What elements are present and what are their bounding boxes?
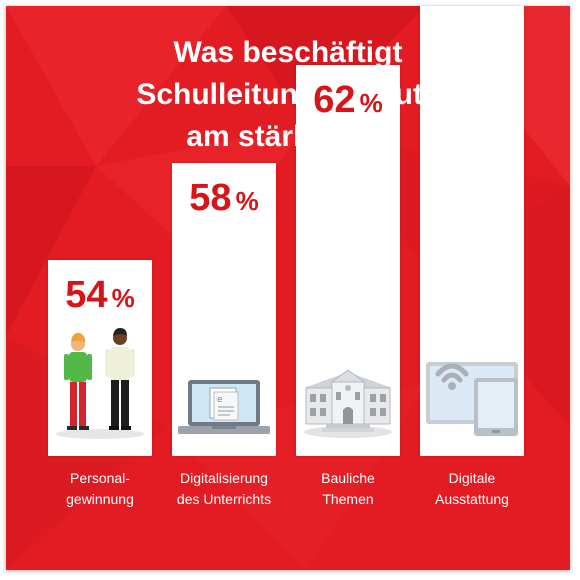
school-building-icon — [304, 369, 392, 438]
category-label-line: Themen — [322, 491, 374, 507]
bar-personalgewinnung: 54% — [48, 260, 152, 456]
value-label: 58% — [189, 176, 259, 219]
value-label: 54% — [65, 274, 135, 317]
people-icon — [56, 328, 144, 439]
category-label-line: Ausstattung — [435, 491, 509, 507]
category-label-bauliche-themen: Bauliche Themen — [278, 468, 418, 510]
category-label-digitale-ausstattung: Digitale Ausstattung — [402, 468, 542, 510]
svg-text:e: e — [217, 395, 223, 405]
bar-digitale-ausstattung: 67% — [420, 6, 524, 456]
bar-bauliche-themen: 62% — [296, 65, 400, 456]
category-label-line: Digitale — [448, 470, 496, 486]
value-label: 62% — [313, 79, 383, 122]
category-label-personalgewinnung: Personal- gewinnung — [30, 468, 170, 510]
category-label-line: des Unterrichts — [176, 491, 272, 507]
bar-digitalisierung: 58% e — [172, 162, 276, 456]
category-label-line: Personal- — [70, 470, 130, 486]
devices-wifi-icon — [426, 362, 518, 436]
laptop-icon: e — [178, 380, 270, 434]
category-label-line: Bauliche — [321, 470, 375, 486]
category-label-digitalisierung: Digitalisierung des Unterrichts — [154, 468, 294, 510]
category-label-line: gewinnung — [66, 491, 134, 507]
infographic-card: Was beschäftigt Schulleitungen heute am … — [6, 6, 570, 570]
category-label-line: Digitalisierung — [180, 470, 268, 486]
title-line-1: Was beschäftigt — [173, 36, 403, 69]
